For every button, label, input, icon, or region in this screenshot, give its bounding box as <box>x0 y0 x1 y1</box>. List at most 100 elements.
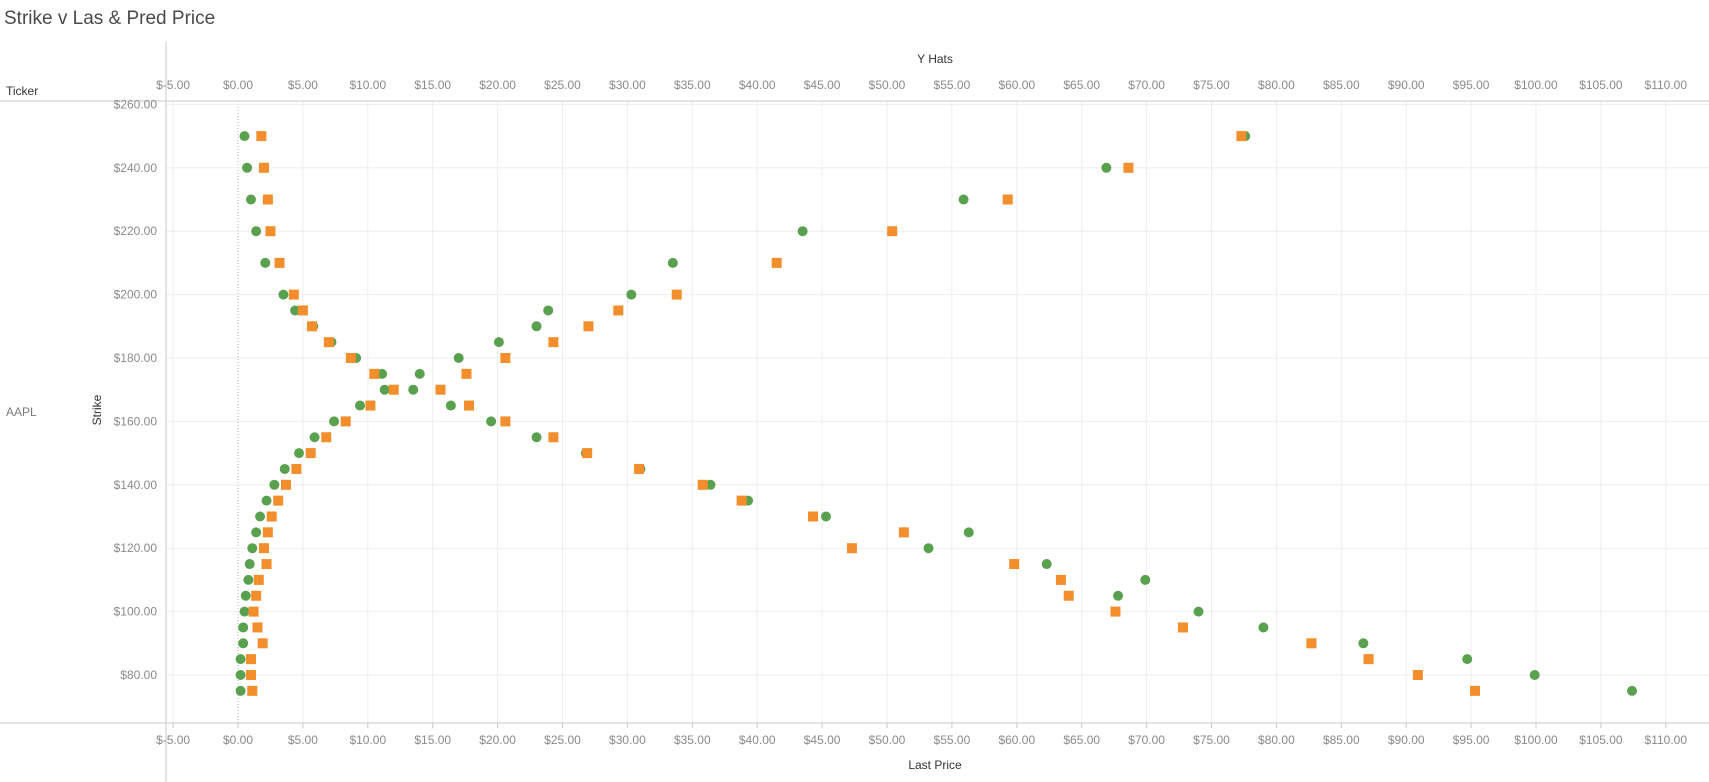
last-price-point <box>247 543 258 554</box>
pred-price-point <box>1236 131 1247 142</box>
x-top-tick-label: $95.00 <box>1453 78 1490 92</box>
pred-price-point <box>582 448 593 459</box>
pred-price-point <box>266 511 277 522</box>
x-bottom-tick-label: $65.00 <box>1063 733 1100 747</box>
x-bottom-tick-label: $90.00 <box>1388 733 1425 747</box>
last-price-point <box>626 289 637 300</box>
x-top-tick-label: $20.00 <box>479 78 516 92</box>
x-top-tick-label: $70.00 <box>1128 78 1165 92</box>
x-top-tick-label: $75.00 <box>1193 78 1230 92</box>
pred-price-point <box>435 384 446 395</box>
last-price-point <box>445 400 456 411</box>
chart-frame <box>0 42 1709 782</box>
last-price-point <box>239 131 250 142</box>
x-top-tick-label: $65.00 <box>1063 78 1100 92</box>
x-top-tick-label: $80.00 <box>1258 78 1295 92</box>
pred-price-point <box>461 368 472 379</box>
last-price-point <box>923 543 934 554</box>
pred-price-point <box>323 337 334 348</box>
pred-price-point <box>288 289 299 300</box>
pred-price-point <box>1123 162 1134 173</box>
last-price-point <box>290 305 301 316</box>
x-top-tick-label: $10.00 <box>349 78 386 92</box>
pred-price-point <box>262 527 273 538</box>
x-bottom-tick-label: $75.00 <box>1193 733 1230 747</box>
pred-price-point <box>500 416 511 427</box>
last-price-point <box>667 257 678 268</box>
x-bottom-tick-label: $40.00 <box>739 733 776 747</box>
last-price-point <box>329 416 340 427</box>
last-price-point <box>1529 670 1540 680</box>
last-price-point <box>705 479 716 490</box>
pred-price-point <box>369 368 380 379</box>
pred-price-point <box>340 416 351 427</box>
pred-price-point <box>365 400 376 411</box>
x-top-tick-label: $40.00 <box>739 78 776 92</box>
x-top-tick-label: $105.00 <box>1579 78 1623 92</box>
pred-price-point <box>846 543 857 554</box>
pred-price-point <box>245 670 256 680</box>
pred-price-point <box>305 448 316 459</box>
last-price-point <box>414 368 425 379</box>
last-price-point <box>235 670 246 680</box>
last-price-point <box>820 511 831 522</box>
last-price-point <box>958 194 969 205</box>
x-top-tick-label: $55.00 <box>934 78 971 92</box>
x-top-tick-label: $25.00 <box>544 78 581 92</box>
pred-price-point <box>1055 574 1066 585</box>
last-price-point <box>543 305 554 316</box>
pred-price-point <box>808 511 819 522</box>
last-price-point <box>1113 590 1124 601</box>
last-price-point <box>245 194 256 205</box>
x-top-tick-label: $30.00 <box>609 78 646 92</box>
last-price-point <box>242 162 253 173</box>
y-tick-label: $220.00 <box>114 224 158 238</box>
x-top-tick-label: $-5.00 <box>156 78 190 92</box>
bottom-axis-title: Last Price <box>908 758 962 772</box>
ticker-label-aapl: AAPL <box>6 405 37 419</box>
last-price-point <box>261 495 272 506</box>
last-price-point <box>235 654 246 665</box>
last-price-point <box>260 257 271 268</box>
last-price-point <box>355 400 366 411</box>
pred-price-point <box>245 654 256 665</box>
pred-price-point <box>251 590 262 601</box>
pred-price-point <box>297 305 308 316</box>
last-price-point <box>240 590 251 601</box>
x-bottom-tick-label: $95.00 <box>1453 733 1490 747</box>
x-bottom-tick-label: $-5.00 <box>156 733 190 747</box>
x-bottom-tick-label: $5.00 <box>288 733 318 747</box>
pred-price-point <box>306 321 317 332</box>
x-bottom-tick-label: $105.00 <box>1579 733 1623 747</box>
pred-price-point <box>1110 606 1121 617</box>
pred-price-point <box>1002 194 1013 205</box>
pred-price-point <box>248 606 259 617</box>
last-price-point <box>239 606 250 617</box>
last-price-point <box>379 384 390 395</box>
pred-price-point <box>697 479 708 490</box>
last-price-point <box>238 622 249 633</box>
pred-price-point <box>1412 670 1423 680</box>
x-bottom-tick-label: $25.00 <box>544 733 581 747</box>
pred-price-point <box>273 495 284 506</box>
y-tick-label: $160.00 <box>114 414 158 428</box>
last-price-point <box>269 479 280 490</box>
pred-price-point <box>256 131 267 142</box>
x-top-tick-label: $85.00 <box>1323 78 1360 92</box>
pred-price-point <box>548 337 559 348</box>
x-bottom-tick-label: $110.00 <box>1645 733 1688 747</box>
pred-price-point <box>583 321 594 332</box>
last-price-point <box>453 353 464 363</box>
x-bottom-tick-label: $70.00 <box>1128 733 1165 747</box>
y-tick-label: $120.00 <box>114 541 158 555</box>
last-price-point <box>243 574 254 585</box>
x-top-tick-label: $45.00 <box>804 78 841 92</box>
x-bottom-tick-label: $85.00 <box>1323 733 1360 747</box>
y-tick-label: $240.00 <box>114 161 158 175</box>
x-bottom-tick-label: $100.00 <box>1514 733 1558 747</box>
pred-price-point <box>247 685 258 696</box>
pred-price-point <box>1009 559 1020 570</box>
last-price-point <box>1462 654 1473 665</box>
x-bottom-tick-label: $30.00 <box>609 733 646 747</box>
pred-price-point <box>500 353 511 363</box>
